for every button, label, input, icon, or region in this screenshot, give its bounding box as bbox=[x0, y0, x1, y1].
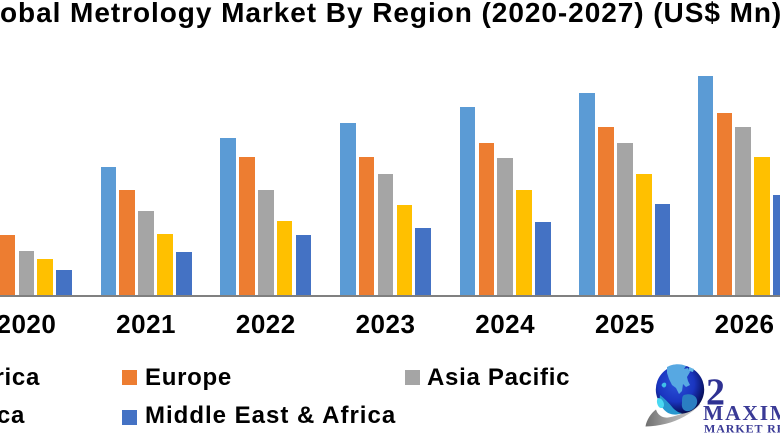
svg-text:MARKET RESE: MARKET RESE bbox=[704, 422, 780, 436]
svg-text:MAXIMIZE: MAXIMIZE bbox=[703, 401, 780, 425]
svg-text:2: 2 bbox=[706, 372, 725, 414]
